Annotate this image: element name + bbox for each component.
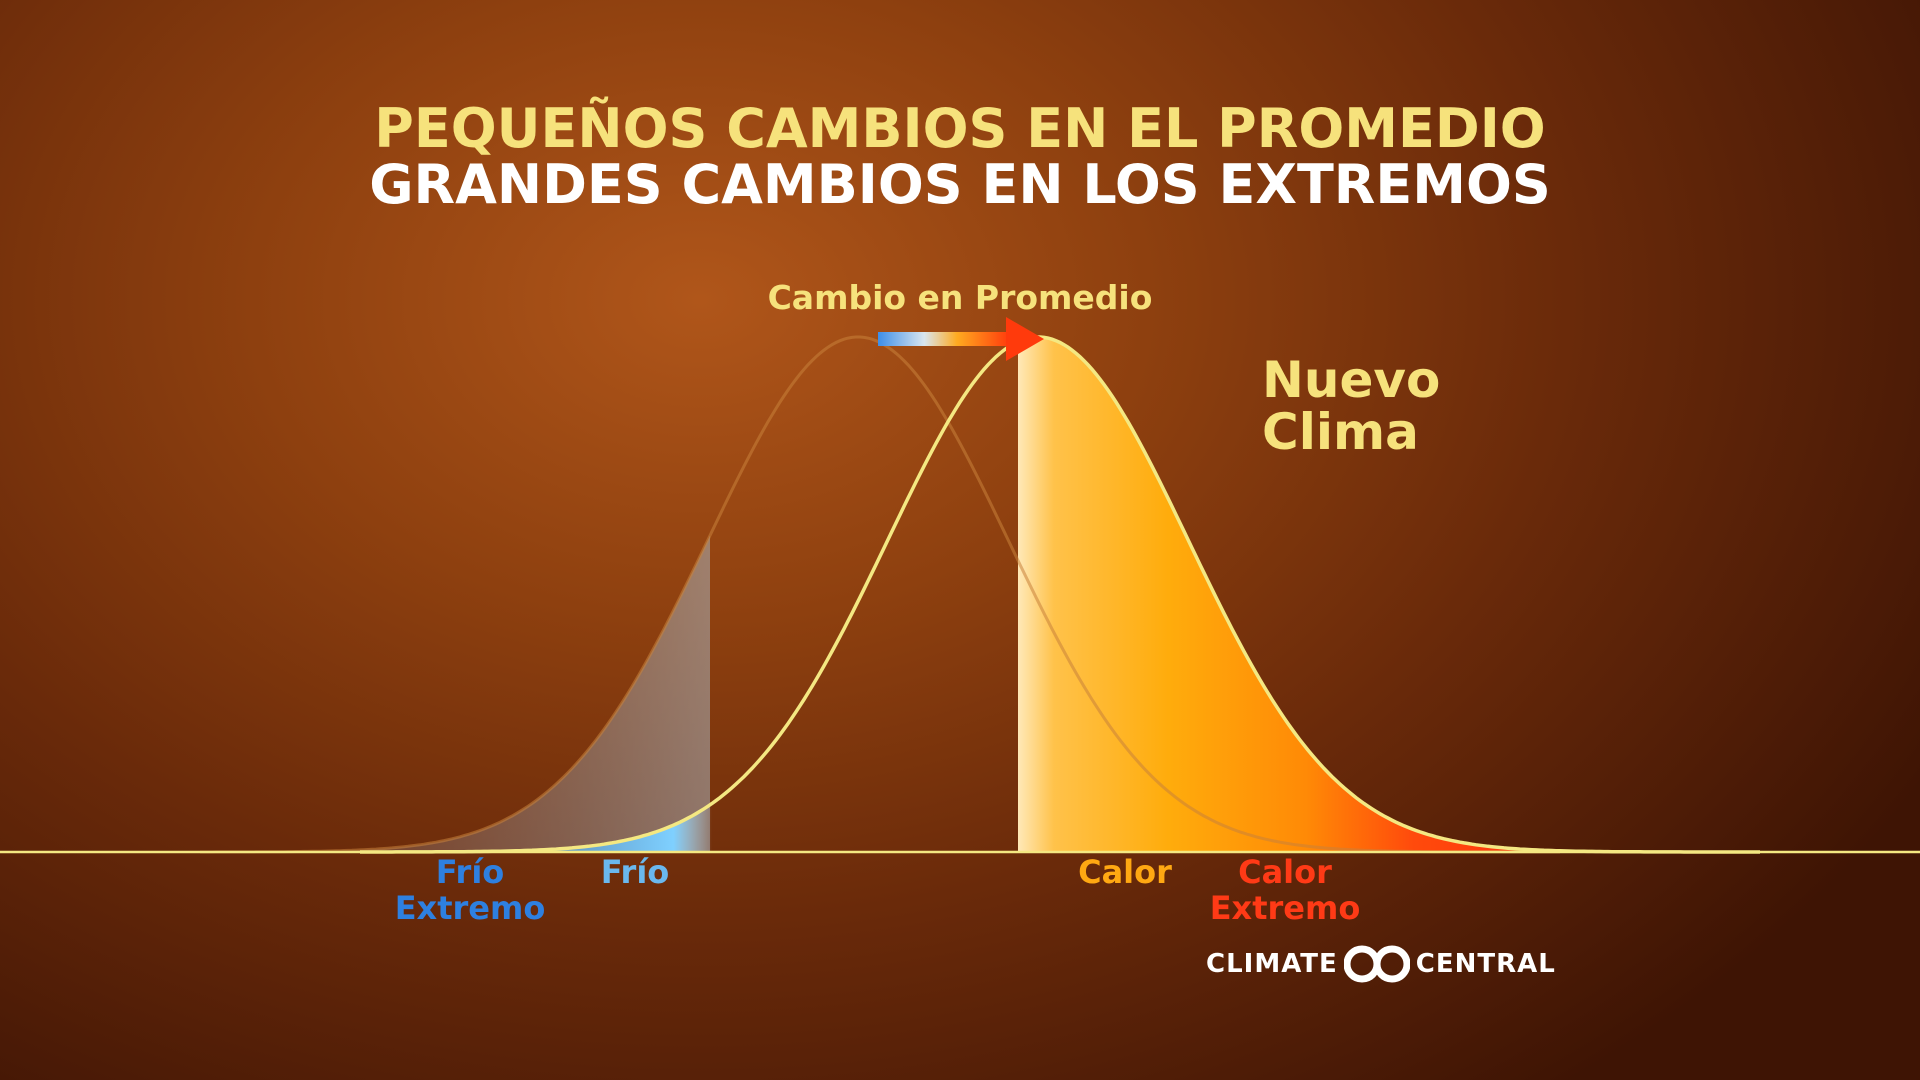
mean-shift-label: Cambio en Promedio — [767, 278, 1153, 317]
logo-word-right: CENTRAL — [1415, 949, 1556, 979]
new-climate-line-2: Clima — [1262, 403, 1419, 461]
old-cold-tail-shading — [300, 337, 710, 852]
mean-shift-arrowhead-icon — [1006, 317, 1044, 361]
cold-label: Frío — [600, 853, 670, 891]
heat-extreme-line-1: Calor — [1238, 853, 1332, 891]
new-climate-line-1: Nuevo — [1262, 351, 1441, 409]
climate-central-logo: CLIMATE CENTRAL — [1206, 944, 1556, 984]
cold-extreme-label: Frío Extremo — [380, 854, 560, 926]
heat-extreme-line-2: Extremo — [1209, 889, 1361, 927]
mean-shift-arrow-shaft — [878, 332, 1010, 346]
logo-word-left: CLIMATE — [1206, 949, 1338, 979]
heat-extreme-label: Calor Extremo — [1200, 854, 1370, 926]
cold-extreme-line-2: Extremo — [394, 889, 546, 927]
new-climate-label: Nuevo Clima — [1262, 354, 1440, 458]
title-line-2: GRANDES CAMBIOS EN LOS EXTREMOS — [369, 153, 1551, 216]
new-climate-curve — [360, 335, 1760, 854]
title-line-1: PEQUEÑOS CAMBIOS EN EL PROMEDIO — [374, 97, 1546, 160]
cold-extreme-line-1: Frío — [435, 853, 505, 891]
heat-label: Calor — [1078, 853, 1172, 891]
climate-central-logo-icon — [1343, 945, 1410, 983]
